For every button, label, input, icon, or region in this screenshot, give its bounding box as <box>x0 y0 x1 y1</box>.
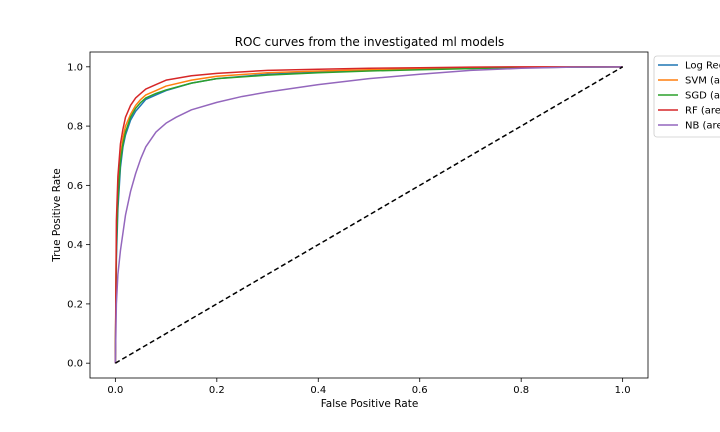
series-line-3 <box>114 66 623 364</box>
plot-lines <box>114 66 624 364</box>
legend-label: SGD (a <box>685 91 720 102</box>
y-tick-label: 0.4 <box>67 240 83 251</box>
x-tick-label: 0.0 <box>107 385 123 396</box>
chart-title: ROC curves from the investigated ml mode… <box>235 35 505 49</box>
y-tick-label: 0.0 <box>67 359 83 370</box>
y-tick-label: 0.8 <box>67 122 83 133</box>
y-axis: 0.0 0.2 0.4 0.6 0.8 1.0 <box>67 62 90 370</box>
chance-line <box>114 66 624 364</box>
series-line-4 <box>114 66 623 364</box>
y-axis-label: True Positive Rate <box>51 168 63 263</box>
legend-label: SVM (a <box>685 76 720 87</box>
x-tick-label: 0.6 <box>412 385 428 396</box>
x-tick-label: 0.8 <box>513 385 529 396</box>
series-line-2 <box>114 66 623 364</box>
x-axis-label: False Positive Rate <box>321 398 419 410</box>
x-tick-label: 0.2 <box>209 385 225 396</box>
legend-label: NB (are <box>685 121 720 132</box>
plot-frame <box>89 51 649 379</box>
legend-label: RF (are <box>685 106 720 117</box>
x-tick-label: 0.4 <box>310 385 326 396</box>
legend-box <box>653 55 720 138</box>
legend: Log Reg SVM (a SGD (a RF (are NB (are <box>653 55 720 138</box>
x-tick-label: 1.0 <box>615 385 631 396</box>
legend-label: Log Reg <box>685 61 720 72</box>
y-tick-label: 0.2 <box>67 299 83 310</box>
y-tick-label: 0.6 <box>67 181 83 192</box>
y-tick-label: 1.0 <box>67 62 83 73</box>
x-axis: 0.0 0.2 0.4 0.6 0.8 1.0 <box>107 378 631 396</box>
